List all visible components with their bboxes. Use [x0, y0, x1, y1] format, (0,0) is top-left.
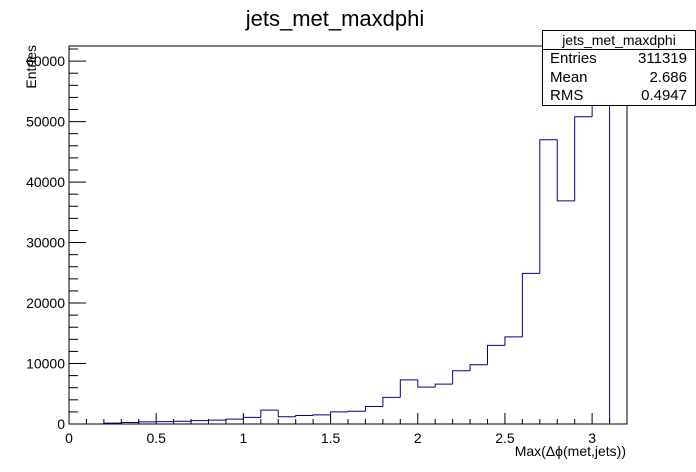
histogram-bin — [521, 272, 540, 337]
stats-row-mean: Mean 2.686 — [543, 69, 695, 88]
stats-box: jets_met_maxdphi Entries 311319 Mean 2.6… — [542, 30, 696, 106]
stats-label: Entries — [550, 50, 597, 67]
stats-value: 2.686 — [649, 68, 687, 86]
histogram-bin — [295, 415, 314, 417]
stats-label: Mean — [550, 68, 588, 86]
stats-title: jets_met_maxdphi — [543, 31, 695, 50]
histogram-bin — [539, 139, 558, 274]
histogram-bin — [312, 414, 331, 416]
stats-label: RMS — [550, 87, 584, 104]
histogram-bin — [277, 410, 296, 418]
x-tick-label: 3 — [588, 430, 596, 446]
chart-title: jets_met_maxdphi — [245, 6, 425, 31]
histogram-bin — [382, 396, 401, 407]
x-tick-label: 0.5 — [146, 430, 166, 446]
histogram-bin — [347, 410, 366, 412]
x-tick-label: 2 — [414, 430, 422, 446]
histogram-bin — [487, 344, 505, 365]
y-tick-label: 30000 — [26, 235, 65, 251]
x-tick-label: 1.5 — [321, 430, 341, 446]
y-tick-label: 50000 — [26, 114, 65, 130]
histogram-bin — [434, 383, 453, 388]
axes: 0 0.5 1 1.5 2 2.5 3 0 10000 20000 30000 40000 50000 6… — [26, 45, 628, 446]
histogram-bin — [504, 336, 523, 346]
histogram-bin — [120, 421, 139, 424]
histogram-bin — [242, 416, 261, 420]
x-tick-label: 2.5 — [495, 430, 515, 446]
stats-row-rms: RMS 0.4947 — [543, 87, 695, 106]
histogram-bin — [556, 139, 575, 202]
histogram-bin — [190, 420, 209, 422]
histogram-bin — [469, 364, 488, 371]
histogram-bin — [364, 405, 383, 412]
histogram-bin — [138, 421, 157, 423]
histogram-bin — [330, 411, 348, 415]
histogram-bin — [260, 409, 279, 418]
histogram-bin — [208, 419, 226, 421]
y-tick-label: 10000 — [26, 356, 65, 372]
histogram-marks — [103, 72, 611, 424]
y-tick-label: 40000 — [26, 174, 65, 190]
stats-row-entries: Entries 311319 — [543, 50, 695, 69]
x-tick-label: 0 — [65, 430, 73, 446]
histogram-bin — [574, 116, 593, 201]
histogram-bin — [225, 418, 244, 421]
x-axis-label: Max(Δϕ(met,jets)) — [515, 443, 626, 459]
stats-value: 311319 — [638, 50, 687, 67]
histogram-bin — [399, 379, 418, 398]
y-tick-label: 0 — [57, 416, 65, 432]
y-axis-label: Entries — [23, 45, 39, 89]
y-tick-label: 20000 — [26, 295, 65, 311]
y-tick-label: 60000 — [26, 53, 65, 69]
x-tick-label: 1 — [239, 430, 247, 446]
histogram-bin — [417, 379, 436, 388]
histogram-bin — [452, 370, 471, 385]
histogram-bin — [591, 72, 611, 424]
stats-value: 0.4947 — [641, 87, 687, 104]
